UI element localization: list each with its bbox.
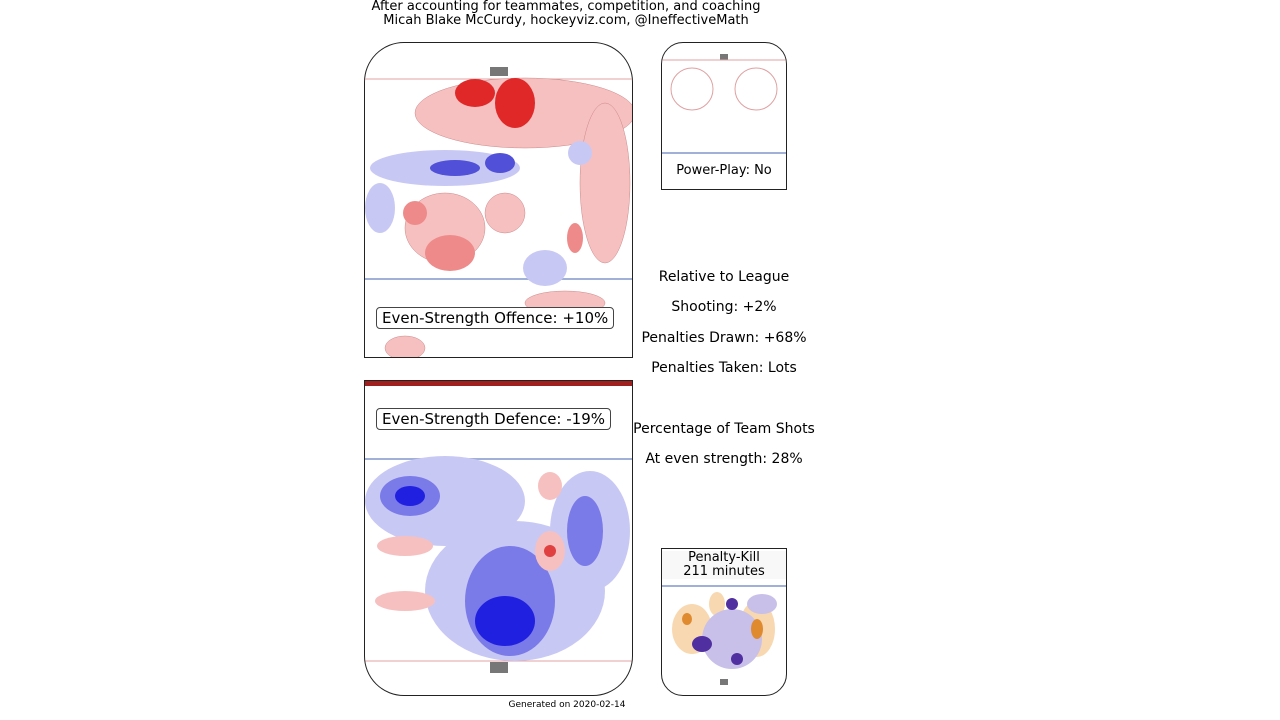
powerplay-rink: Power-Play: No: [661, 42, 787, 190]
penalties-drawn-stat: Penalties Drawn: +68%: [641, 330, 807, 346]
subtitle: After accounting for teammates, competit…: [371, 0, 761, 28]
defence-label: Even-Strength Defence: -19%: [376, 408, 612, 430]
even-strength-share: At even strength: 28%: [645, 451, 803, 467]
penalty-kill-minutes: 211 minutes: [683, 564, 765, 579]
generated-date: Generated on 2020-02-14: [508, 700, 626, 710]
relative-heading: Relative to League: [658, 269, 790, 285]
offence-rink-heatmap: [364, 42, 633, 358]
penalties-taken-stat: Penalties Taken: Lots: [651, 360, 797, 376]
offence-heatmap: [365, 67, 632, 357]
team-shots-heading: Percentage of Team Shots: [633, 421, 815, 437]
defence-rink-heatmap: [364, 380, 633, 696]
offence-label: Even-Strength Offence: +10%: [376, 307, 615, 329]
penalty-kill-title: Penalty-Kill: [688, 550, 760, 565]
penalty-kill-rink-heatmap: Penalty-Kill 211 minutes: [661, 548, 787, 696]
defence-heatmap: [365, 381, 632, 673]
shooting-stat: Shooting: +2%: [671, 299, 777, 315]
powerplay-label: Power-Play: No: [676, 163, 772, 178]
